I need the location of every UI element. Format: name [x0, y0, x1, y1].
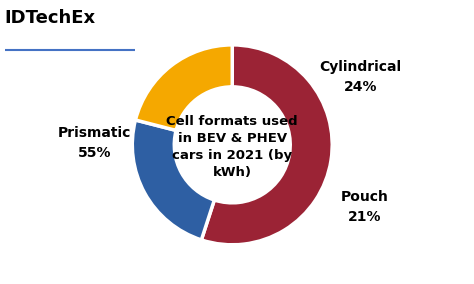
Wedge shape — [136, 45, 232, 130]
Text: Research: Research — [143, 23, 201, 36]
Text: IDTechEx: IDTechEx — [5, 9, 96, 26]
Wedge shape — [201, 45, 332, 245]
Wedge shape — [132, 120, 214, 240]
Text: Cylindrical: Cylindrical — [319, 60, 401, 74]
Text: Cell formats used
in BEV & PHEV
cars in 2021 (by
kWh): Cell formats used in BEV & PHEV cars in … — [166, 115, 298, 179]
Text: Prismatic: Prismatic — [58, 126, 131, 140]
Text: Pouch: Pouch — [340, 190, 388, 204]
Text: 24%: 24% — [344, 80, 377, 94]
Text: 55%: 55% — [78, 146, 111, 160]
Text: 21%: 21% — [347, 210, 381, 224]
